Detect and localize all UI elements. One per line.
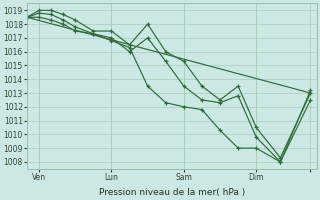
X-axis label: Pression niveau de la mer( hPa ): Pression niveau de la mer( hPa ) — [99, 188, 245, 197]
